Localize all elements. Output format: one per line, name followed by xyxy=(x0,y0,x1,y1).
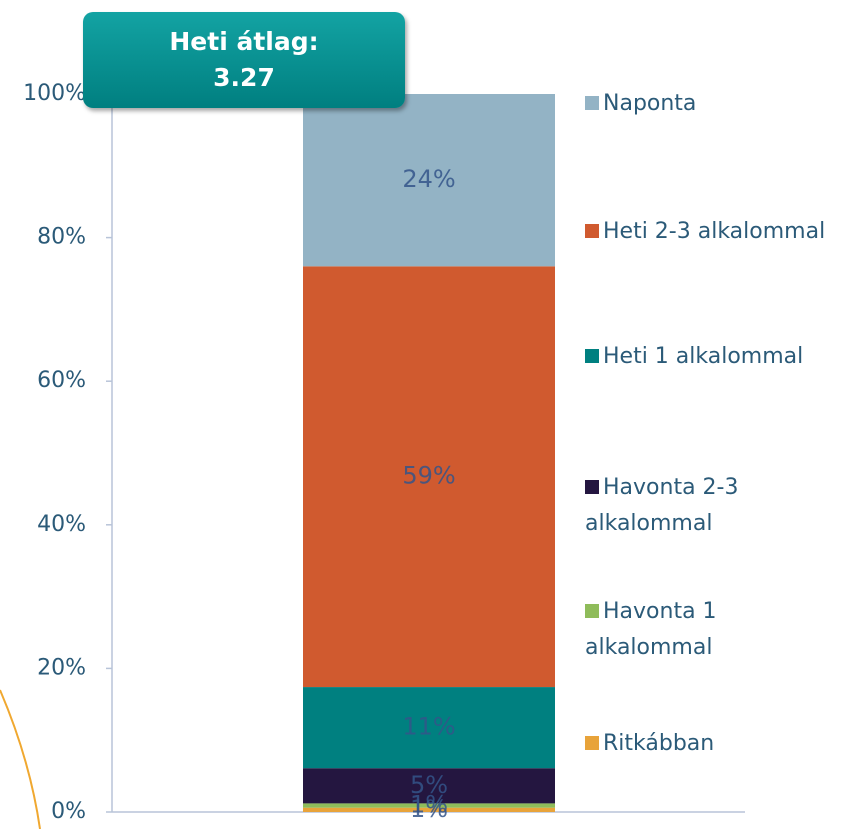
bar-segment xyxy=(303,266,555,688)
legend-swatch xyxy=(585,224,599,238)
data-label: 59% xyxy=(402,462,455,490)
data-label: 5% xyxy=(410,771,448,799)
legend-label: Ritkábban xyxy=(603,731,715,756)
data-label: 11% xyxy=(402,713,455,741)
callout-line: Heti átlag: xyxy=(169,27,319,56)
callout-line: 3.27 xyxy=(213,63,275,92)
callout: Heti átlag: 3.27 xyxy=(83,12,405,108)
legend-swatch xyxy=(585,96,599,110)
legend-item: Heti 1 alkalommal xyxy=(585,339,835,375)
bar-segment xyxy=(303,94,555,267)
y-tick-label: 0% xyxy=(51,799,86,824)
y-tick-label: 40% xyxy=(37,512,86,537)
legend-item: Heti 2-3 alkalommal xyxy=(585,214,835,250)
bar-segment xyxy=(303,687,555,769)
legend-item: Naponta xyxy=(585,86,835,122)
y-tick-label: 80% xyxy=(37,225,86,250)
data-label: 1% xyxy=(410,791,448,819)
legend-item: Havonta 2-3 alkalommal xyxy=(585,470,835,542)
legend-swatch xyxy=(585,349,599,363)
bar-segment xyxy=(303,803,555,808)
legend-label: Heti 2-3 alkalommal xyxy=(603,219,826,244)
y-tick-label: 60% xyxy=(37,368,86,393)
legend-label: Heti 1 alkalommal xyxy=(603,344,804,369)
data-label: 24% xyxy=(402,165,455,193)
legend-label: Havonta 1 alkalommal xyxy=(585,599,717,660)
decor-curve xyxy=(0,689,41,829)
data-label: 1% xyxy=(410,795,448,823)
legend-swatch xyxy=(585,604,599,618)
legend-label: Havonta 2-3 alkalommal xyxy=(585,475,739,536)
legend-item: Havonta 1 alkalommal xyxy=(585,594,835,666)
y-tick-label: 100% xyxy=(23,81,86,106)
legend-swatch xyxy=(585,480,599,494)
y-tick-label: 20% xyxy=(37,655,86,680)
bar-segment xyxy=(303,768,555,804)
legend-item: Ritkábban xyxy=(585,726,835,762)
legend-label: Naponta xyxy=(603,91,697,116)
legend-swatch xyxy=(585,736,599,750)
bar-segment xyxy=(303,807,555,812)
